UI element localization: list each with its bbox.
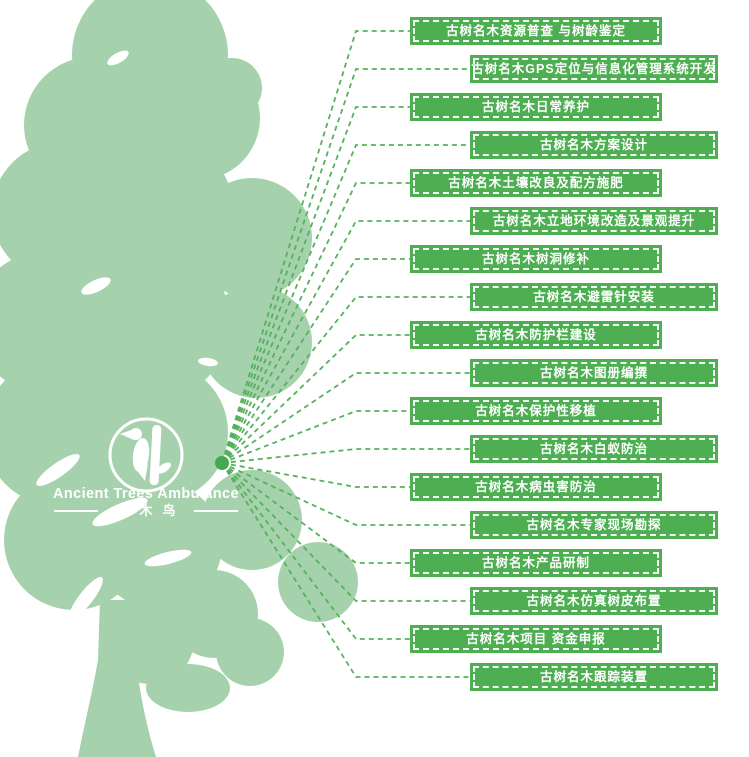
service-box: 古树名木项目 资金申报 bbox=[410, 625, 662, 653]
tree-silhouette bbox=[0, 0, 358, 757]
service-box: 古树名木产品研制 bbox=[410, 549, 662, 577]
tree-branch-gaps bbox=[36, 50, 248, 619]
tree-trunk bbox=[78, 600, 156, 757]
connector-line bbox=[221, 462, 413, 488]
connector-lines bbox=[221, 30, 473, 678]
service-box: 古树名木避雷针安装 bbox=[470, 283, 718, 311]
service-label: 古树名木方案设计 bbox=[539, 137, 648, 152]
service-label: 古树名木GPS定位与信息化管理系统开发 bbox=[471, 61, 717, 76]
service-label: 古树名木避雷针安装 bbox=[533, 289, 655, 304]
service-label: 古树名木防护栏建设 bbox=[475, 327, 597, 342]
service-label: 古树名木图册编撰 bbox=[539, 365, 648, 380]
service-label: 古树名木跟踪装置 bbox=[539, 669, 648, 684]
connector-line bbox=[221, 106, 413, 464]
service-box: 古树名木跟踪装置 bbox=[470, 663, 718, 691]
connector-line bbox=[221, 220, 473, 464]
service-label: 古树名木产品研制 bbox=[481, 555, 590, 570]
service-label: 古树名木土壤改良及配方施肥 bbox=[448, 175, 624, 190]
service-label: 古树名木树洞修补 bbox=[481, 251, 590, 266]
service-label: 古树名木专家现场勘探 bbox=[526, 517, 662, 532]
service-box: 古树名木白蚁防治 bbox=[470, 435, 718, 463]
service-box: 古树名木立地环境改造及景观提升 bbox=[470, 207, 718, 235]
service-box: 古树名木病虫害防治 bbox=[410, 473, 662, 501]
logo-rule-left bbox=[54, 509, 99, 512]
connector-line bbox=[221, 182, 413, 464]
woodpecker-logo-icon bbox=[108, 417, 184, 493]
service-label: 古树名木项目 资金申报 bbox=[466, 631, 606, 646]
service-box: 古树名木树洞修补 bbox=[410, 245, 662, 273]
logo-subtitle-row: 啄木鸟 bbox=[28, 504, 264, 517]
service-box: 古树名木图册编撰 bbox=[470, 359, 718, 387]
service-box: 古树名木土壤改良及配方施肥 bbox=[410, 169, 662, 197]
service-box: 古树名木仿真树皮布置 bbox=[470, 587, 718, 615]
connector-line bbox=[221, 30, 413, 464]
service-label: 古树名木资源普查 与树龄鉴定 bbox=[446, 23, 626, 38]
logo-subtitle: 啄木鸟 bbox=[116, 503, 186, 518]
service-box: 古树名木日常养护 bbox=[410, 93, 662, 121]
service-box: 古树名木保护性移植 bbox=[410, 397, 662, 425]
connector-line bbox=[221, 462, 473, 526]
connector-line bbox=[221, 462, 413, 564]
service-label: 古树名木病虫害防治 bbox=[475, 479, 597, 494]
service-box: 古树名木防护栏建设 bbox=[410, 321, 662, 349]
service-box: 古树名木GPS定位与信息化管理系统开发 bbox=[470, 55, 718, 83]
service-label: 古树名木保护性移植 bbox=[475, 403, 597, 418]
service-label: 古树名木立地环境改造及景观提升 bbox=[492, 213, 696, 228]
service-label: 古树名木白蚁防治 bbox=[539, 441, 648, 456]
logo-title: Ancient Trees Ambulance bbox=[53, 486, 239, 502]
connector-line bbox=[221, 462, 473, 602]
connector-line bbox=[221, 68, 473, 464]
service-box: 古树名木资源普查 与树龄鉴定 bbox=[410, 17, 662, 45]
connector-line bbox=[221, 462, 413, 640]
service-label: 古树名木仿真树皮布置 bbox=[526, 593, 662, 608]
connector-line bbox=[221, 296, 473, 464]
service-label: 古树名木日常养护 bbox=[481, 99, 590, 114]
connector-line bbox=[221, 462, 473, 678]
connector-line bbox=[221, 144, 473, 464]
hub-dot bbox=[215, 456, 229, 470]
connector-line bbox=[221, 410, 413, 464]
connector-line bbox=[221, 448, 473, 464]
service-box: 古树名木方案设计 bbox=[470, 131, 718, 159]
connector-line bbox=[221, 258, 413, 464]
logo-rule-right bbox=[193, 509, 238, 512]
service-box: 古树名木专家现场勘探 bbox=[470, 511, 718, 539]
